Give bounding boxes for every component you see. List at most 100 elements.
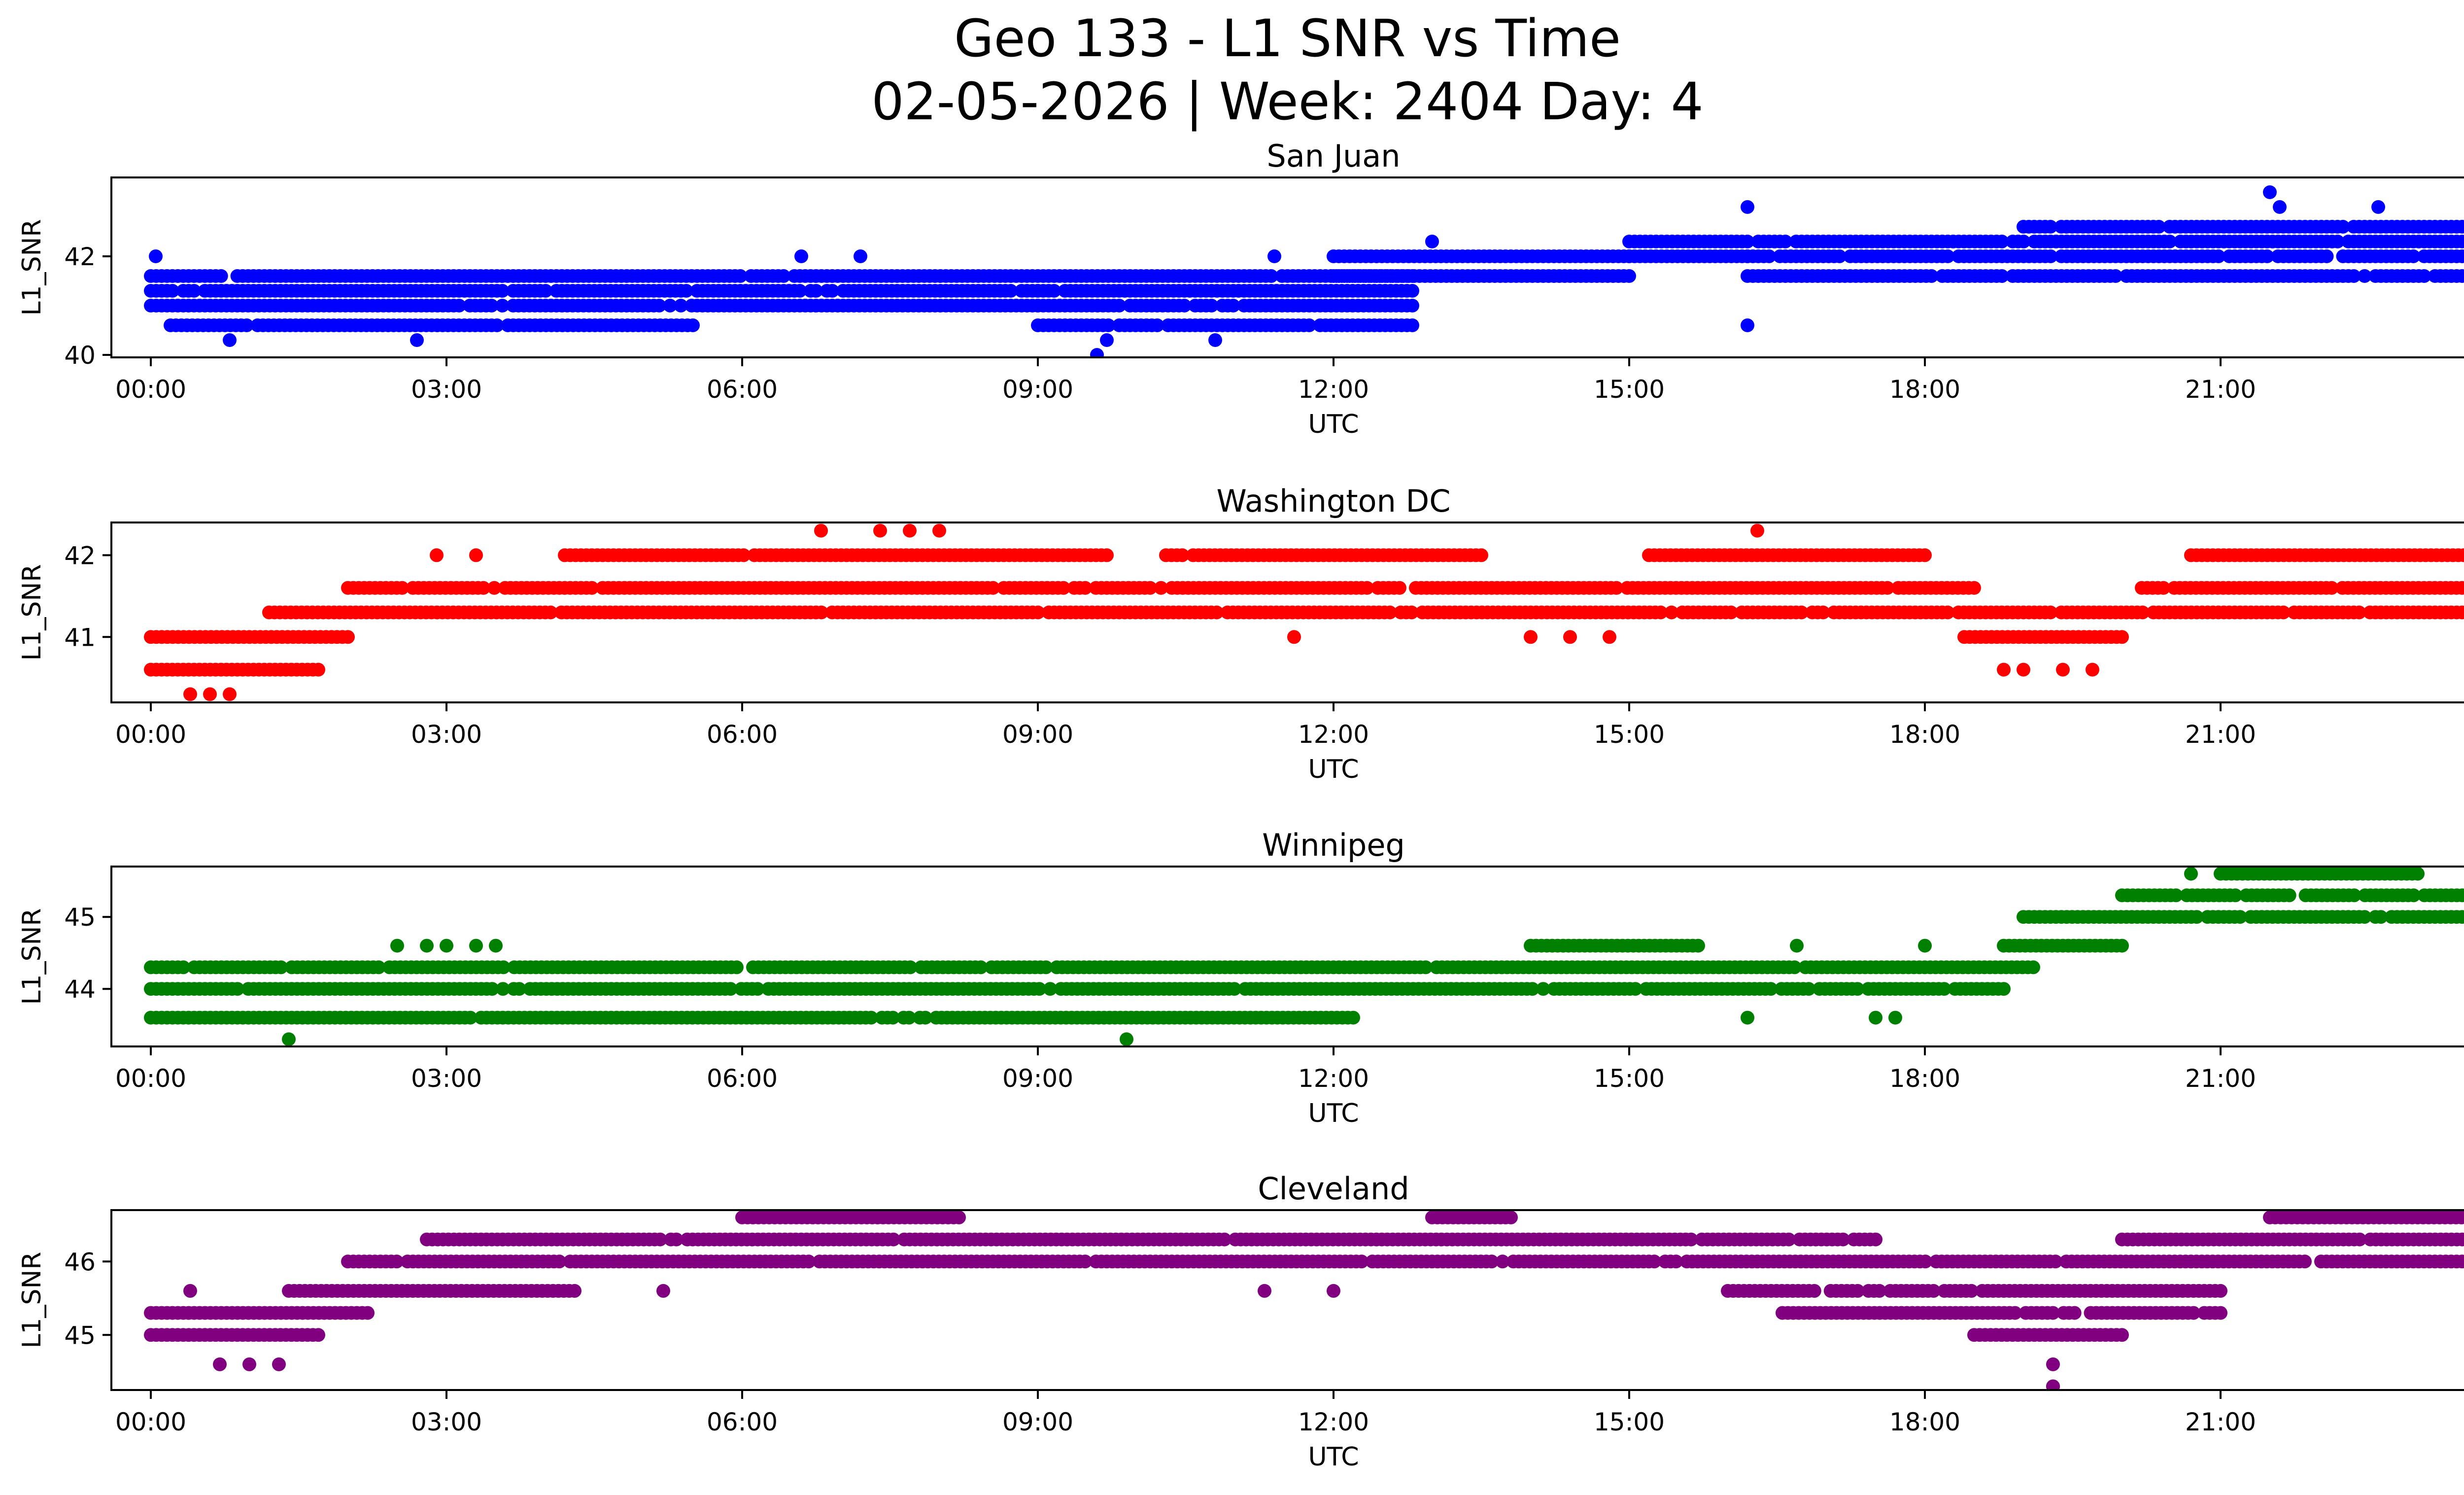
data-point [1628,982,1643,996]
data-point [1816,605,1830,620]
data-point [395,581,409,595]
data-point [1995,269,2009,283]
data-point [2330,235,2345,248]
data-point [485,982,499,996]
data-point [585,581,599,595]
data-point [2233,910,2247,924]
data-point [2214,1284,2227,1298]
x-tick-label: 03:00 [411,1064,482,1093]
data-point [1039,960,1053,974]
x-tick-label: 15:00 [1594,1064,1665,1093]
data-point [751,982,765,996]
data-point [1217,1232,1232,1247]
data-point [240,318,254,332]
data-point [1924,269,1939,283]
data-point [496,982,510,996]
data-point [1741,318,1754,332]
data-point [1836,1232,1850,1247]
data-point [2026,960,2040,974]
data-point [864,1010,878,1025]
data-point [2115,630,2129,644]
data-point [282,1032,296,1046]
data-point [1724,605,1738,620]
data-point [1031,605,1045,620]
data-point [1264,269,1278,283]
data-point [1302,318,1316,332]
data-point [223,333,237,347]
data-point [2461,1255,2464,1268]
data-point [1405,299,1419,313]
data-point [1143,581,1157,595]
data-point [1869,1232,1882,1247]
y-tick-label: 44 [64,975,96,1004]
data-point [2211,249,2225,263]
data-point [652,299,666,313]
data-point [390,939,404,953]
x-tick-label: 18:00 [1889,375,1960,404]
data-point [1209,605,1224,620]
data-point [452,299,466,313]
data-point [1832,249,1847,263]
data-point [1603,630,1616,644]
data-point [484,299,499,313]
y-tick-label: 41 [64,623,96,652]
data-point [825,284,839,298]
x-tick-label: 21:00 [2185,1064,2256,1093]
data-point [854,249,867,263]
y-axis-label: L1_SNR [17,564,47,661]
data-point [1360,581,1374,595]
data-point [1112,299,1127,313]
data-point [1208,333,1222,347]
data-point [653,1232,667,1247]
x-tick-label: 06:00 [707,375,778,404]
data-point [793,284,807,298]
x-tick-label: 09:00 [1002,1064,1073,1093]
data-point [887,1232,900,1247]
data-point [1355,1254,1369,1269]
data-points [144,1210,2464,1390]
data-point [1100,333,1114,347]
data-point [490,318,504,332]
data-point [2461,606,2464,619]
data-point [986,581,1000,595]
data-point [1563,630,1577,644]
data-point [932,523,946,538]
data-point [2228,888,2243,903]
data-point [1664,605,1678,620]
data-point [1090,348,1104,357]
data-point [794,249,808,263]
data-point [1926,1284,1941,1298]
data-point [674,299,688,313]
data-point [733,269,748,283]
data-point [463,1010,478,1025]
data-point [2135,605,2150,620]
data-point [1504,1210,1518,1224]
data-point [1807,1284,1821,1298]
data-point [495,299,510,313]
x-tick-label: 09:00 [1002,720,1073,749]
data-point [361,1306,375,1320]
data-point [814,523,828,538]
data-point [2461,270,2464,282]
data-point [1419,960,1433,974]
data-point [187,284,201,298]
data-point [1691,939,1705,953]
x-tick-label: 12:00 [1298,720,1369,749]
data-point [903,960,918,974]
figure-title: Geo 133 - L1 SNR vs Time 02-05-2026 | We… [0,7,2464,133]
data-point [2017,662,2030,677]
data-point [1778,235,1792,248]
data-point [1869,1010,1882,1025]
data-point [918,1010,932,1025]
data-point [2056,662,2070,677]
data-point [165,284,179,298]
x-tick-label: 12:00 [1298,1064,1369,1093]
figure-title-line1: Geo 133 - L1 SNR vs Time [954,8,1621,69]
data-point [1872,1284,1886,1298]
data-point [1404,605,1419,620]
data-point [1267,249,1281,263]
data-point [669,1232,684,1247]
data-point [496,960,511,974]
data-point [1393,581,1406,595]
